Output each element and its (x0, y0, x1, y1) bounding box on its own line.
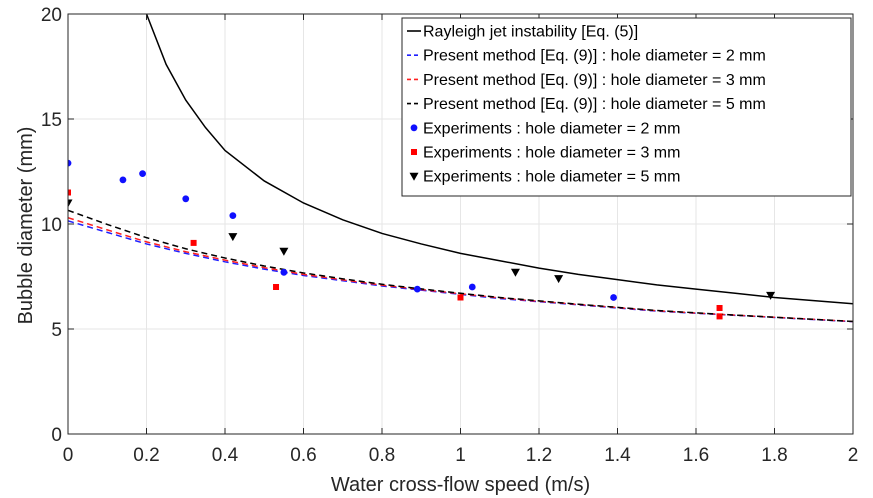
data-point (554, 275, 564, 284)
series-points-5 (68, 189, 723, 320)
legend-label: Rayleigh jet instability [Eq. (5)] (423, 24, 638, 41)
legend-entry: Present method [Eq. (9)] : hole diameter… (407, 72, 766, 89)
data-point (716, 313, 723, 320)
y-tick-label: 5 (51, 320, 62, 341)
data-point (68, 159, 72, 167)
data-point (510, 268, 520, 277)
series-line-0 (145, 14, 853, 305)
x-tick-label: 0.2 (133, 445, 159, 466)
x-tick-label: 1.8 (761, 445, 787, 466)
data-point (119, 176, 127, 184)
data-point (68, 199, 73, 208)
data-point (279, 247, 289, 256)
x-tick-label: 1.2 (526, 445, 552, 466)
data-point (68, 189, 71, 196)
x-tick-label: 0.6 (290, 445, 316, 466)
x-tick-label: 1.6 (683, 445, 709, 466)
data-point (468, 283, 476, 291)
y-axis-title: Bubble diameter (mm) (15, 127, 37, 325)
data-point (413, 285, 421, 293)
y-tick-label: 15 (41, 110, 62, 131)
legend-entry: Experiments : hole diameter = 2 mm (410, 120, 680, 137)
x-axis-title: Water cross-flow speed (m/s) (331, 474, 590, 496)
y-tick-label: 20 (41, 5, 62, 26)
legend-label: Experiments : hole diameter = 2 mm (423, 120, 680, 137)
data-point (716, 305, 723, 311)
legend-entry: Present method [Eq. (9)] : hole diameter… (407, 48, 766, 65)
legend-swatch-marker (411, 149, 417, 155)
legend-entry: Experiments : hole diameter = 3 mm (411, 145, 680, 162)
x-tick-label: 0.8 (369, 445, 395, 466)
series-points-4 (68, 159, 617, 301)
legend-swatch-marker (410, 124, 418, 132)
x-tick-label: 1.4 (604, 445, 631, 466)
x-tick-label: 0.4 (212, 445, 239, 466)
legend-swatch-marker (409, 172, 419, 181)
y-tick-label: 10 (41, 215, 62, 236)
y-tick-label: 0 (51, 425, 62, 446)
legend-label: Present method [Eq. (9)] : hole diameter… (423, 72, 766, 89)
series-points-6 (68, 199, 776, 300)
legend-entry: Present method [Eq. (9)] : hole diameter… (407, 96, 766, 113)
data-point (182, 195, 190, 203)
legend-label: Experiments : hole diameter = 3 mm (423, 145, 680, 162)
data-point (229, 212, 237, 220)
legend: Rayleigh jet instability [Eq. (5)] Presen… (401, 17, 852, 197)
data-point (273, 284, 280, 290)
legend-label: Experiments : hole diameter = 5 mm (423, 169, 680, 186)
x-tick-label: 2 (848, 445, 859, 466)
data-point (139, 170, 146, 178)
x-tick-label: 0 (63, 445, 74, 466)
data-point (766, 291, 776, 300)
legend-entry: Experiments : hole diameter = 5 mm (409, 169, 680, 186)
data-point (228, 233, 238, 242)
x-tick-label: 1 (455, 445, 466, 466)
data-point (280, 268, 288, 276)
data-point (610, 294, 617, 301)
data-point (190, 239, 197, 246)
legend-box (401, 17, 852, 197)
data-point (457, 294, 464, 301)
legend-label: Present method [Eq. (9)] : hole diameter… (423, 96, 766, 113)
series-layer (68, 14, 853, 323)
legend-label: Present method [Eq. (9)] : hole diameter… (423, 48, 766, 65)
legend-entry: Rayleigh jet instability [Eq. (5)] (407, 24, 638, 41)
